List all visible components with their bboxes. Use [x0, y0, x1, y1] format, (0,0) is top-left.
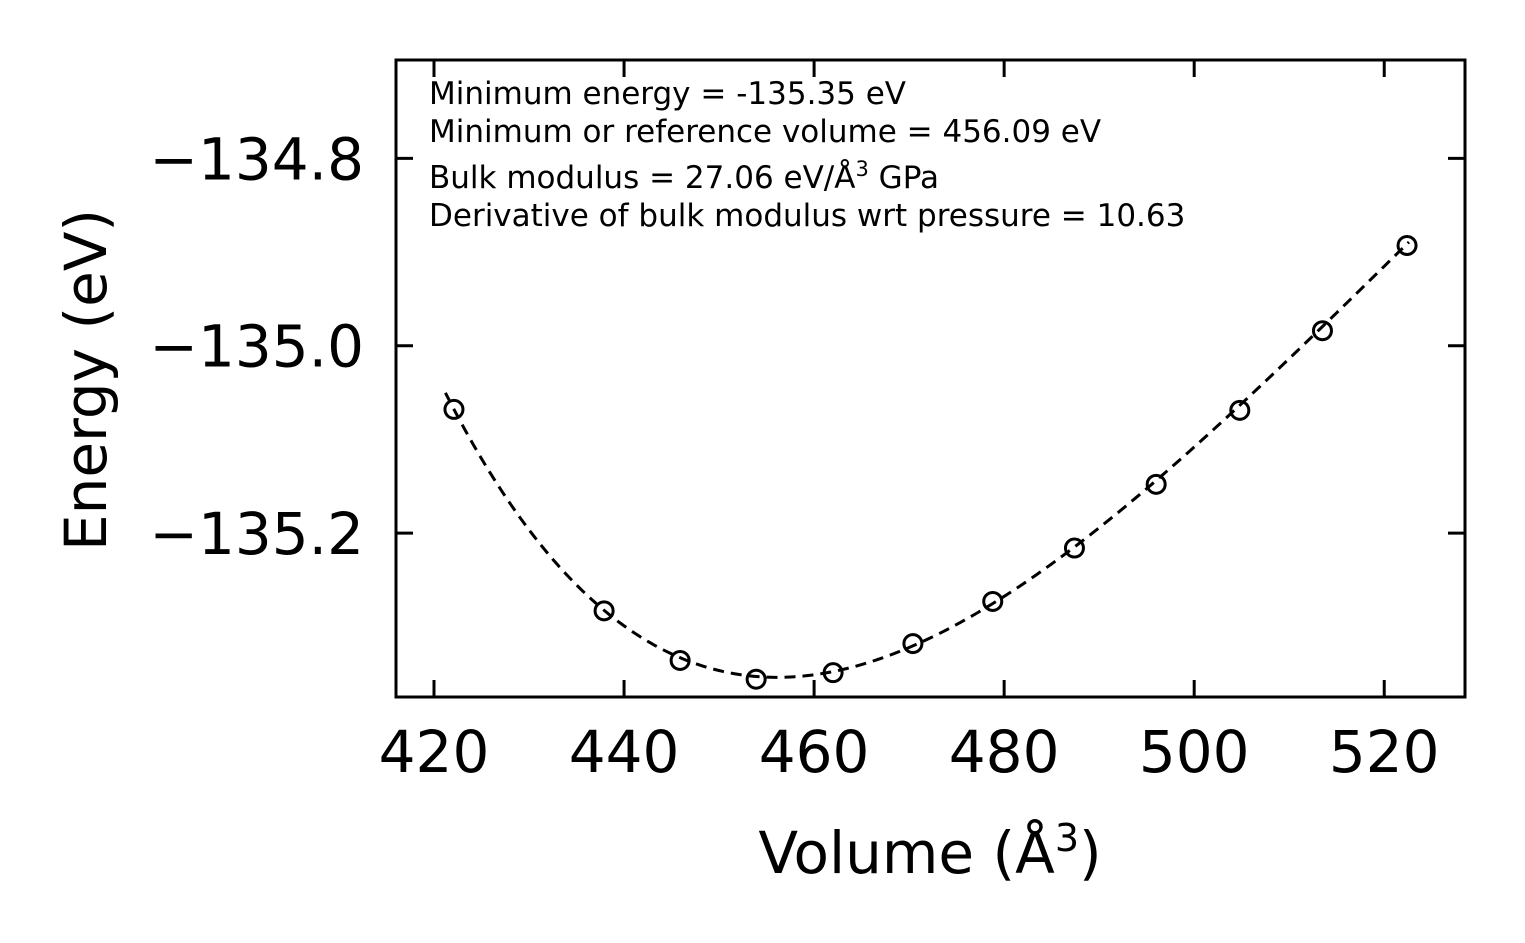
x-tick-label: 480 — [949, 718, 1060, 786]
fit-curve — [444, 240, 1410, 679]
x-axis-label: Volume (Å3) — [758, 816, 1101, 887]
data-point — [1311, 320, 1333, 342]
data-point — [745, 668, 767, 690]
data-point — [1063, 537, 1085, 559]
annotation-bulk-modulus-sup: 3 — [855, 157, 868, 181]
x-tick-label: 500 — [1139, 718, 1250, 786]
x-axis-label-sup: 3 — [1055, 816, 1079, 860]
x-axis-label-close: ) — [1079, 819, 1102, 887]
data-point — [443, 398, 465, 420]
annotation-bulk-modulus-suffix: GPa — [869, 160, 939, 196]
data-point — [1145, 473, 1167, 495]
y-axis-ticks: −134.8 −135.0 −135.2 — [149, 125, 1465, 568]
x-axis-label-main: Volume (Å — [758, 818, 1055, 887]
plot-area — [443, 234, 1418, 690]
data-point — [669, 649, 691, 671]
annotation-bulk-modulus-text: Bulk modulus = 27.06 eV/Å — [429, 160, 855, 196]
y-tick-label: −135.0 — [149, 313, 364, 381]
y-tick-label: −135.2 — [149, 500, 364, 568]
data-point — [982, 590, 1004, 612]
data-point — [1396, 234, 1418, 256]
annotation-bulk-modulus: Bulk modulus = 27.06 eV/Å3 GPa — [429, 157, 939, 196]
data-point — [593, 600, 615, 622]
data-point — [1229, 399, 1251, 421]
data-point — [902, 633, 924, 655]
x-tick-label: 440 — [569, 718, 680, 786]
annotation-min-volume: Minimum or reference volume = 456.09 eV — [429, 114, 1101, 150]
y-axis-label: Energy (eV) — [52, 209, 120, 551]
y-tick-label: −134.8 — [149, 125, 364, 193]
annotation-box: Minimum energy = -135.35 eV Minimum or r… — [429, 76, 1185, 234]
data-point — [822, 662, 844, 684]
x-tick-label: 520 — [1329, 718, 1440, 786]
x-tick-label: 420 — [379, 718, 490, 786]
x-tick-label: 460 — [759, 718, 870, 786]
annotation-min-energy: Minimum energy = -135.35 eV — [429, 76, 906, 112]
x-axis-ticks: 420 440 460 480 500 520 — [379, 60, 1440, 786]
plot-frame — [394, 58, 1467, 699]
annotation-bulk-derivative: Derivative of bulk modulus wrt pressure … — [429, 198, 1185, 234]
